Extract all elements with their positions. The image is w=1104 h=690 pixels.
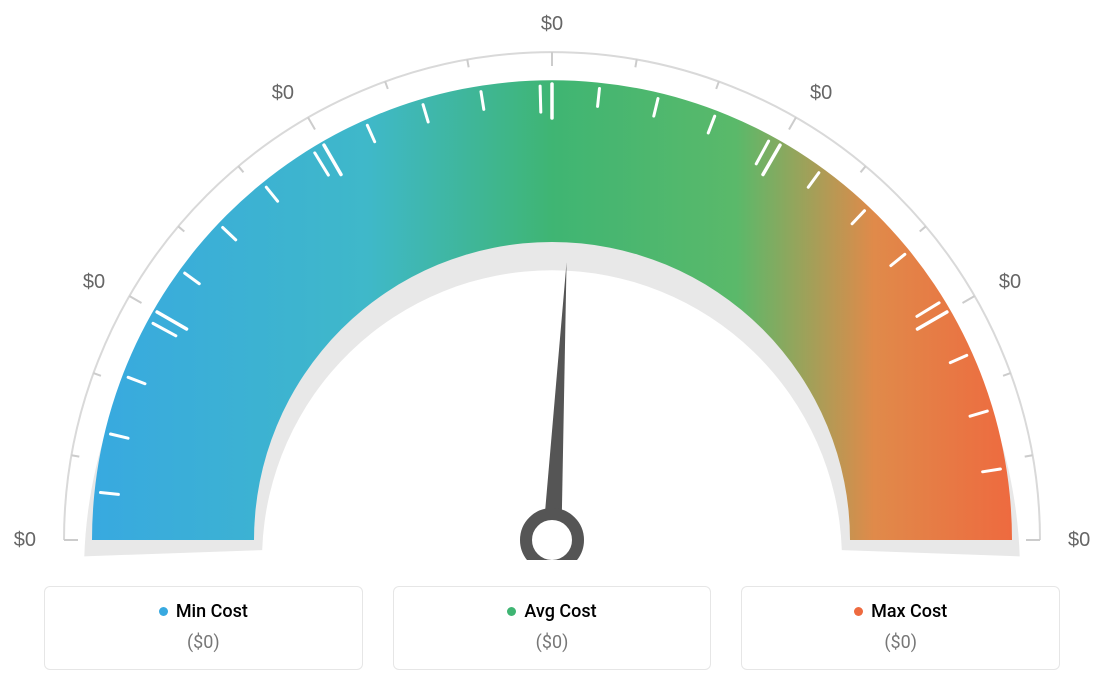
- svg-text:$0: $0: [272, 82, 294, 104]
- legend-dot-avg: [507, 607, 516, 616]
- legend-label-max: Max Cost: [871, 601, 947, 622]
- legend-card-avg: Avg Cost ($0): [393, 586, 712, 670]
- legend-dot-min: [159, 607, 168, 616]
- legend-value-avg: ($0): [394, 632, 711, 653]
- gauge-svg-wrap: $0 $0 $0 $0 $0 $0 $0: [0, 0, 1104, 560]
- legend-title-max: Max Cost: [854, 601, 947, 622]
- legend-title-min: Min Cost: [159, 601, 248, 622]
- legend-card-min: Min Cost ($0): [44, 586, 363, 670]
- legend-card-max: Max Cost ($0): [741, 586, 1060, 670]
- legend-label-avg: Avg Cost: [524, 601, 596, 622]
- legend-row: Min Cost ($0) Avg Cost ($0) Max Cost ($0…: [44, 586, 1060, 670]
- legend-value-max: ($0): [742, 632, 1059, 653]
- legend-dot-max: [854, 607, 863, 616]
- gauge-svg: $0 $0 $0 $0 $0 $0 $0: [0, 0, 1104, 560]
- svg-text:$0: $0: [999, 271, 1021, 293]
- legend-title-avg: Avg Cost: [507, 601, 596, 622]
- svg-text:$0: $0: [83, 271, 105, 293]
- svg-text:$0: $0: [810, 82, 832, 104]
- svg-text:$0: $0: [1068, 529, 1090, 551]
- gauge-chart-container: $0 $0 $0 $0 $0 $0 $0 Min Cost ($0) Avg Cost ($…: [0, 0, 1104, 690]
- svg-text:$0: $0: [541, 13, 563, 35]
- legend-value-min: ($0): [45, 632, 362, 653]
- svg-text:$0: $0: [14, 529, 36, 551]
- legend-label-min: Min Cost: [176, 601, 248, 622]
